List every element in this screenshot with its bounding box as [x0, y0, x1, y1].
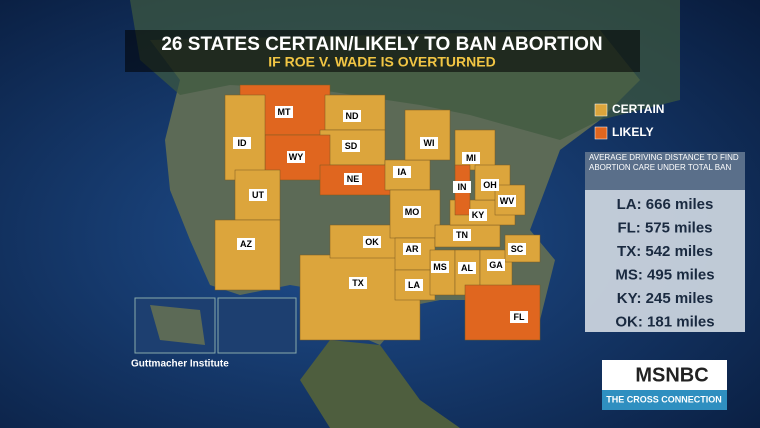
state-label: ND: [346, 111, 359, 121]
logo-network: MSNBC: [635, 364, 708, 386]
logo-show: THE CROSS CONNECTION: [606, 394, 722, 404]
state-label: AR: [406, 244, 419, 254]
state-label: FL: [514, 312, 525, 322]
legend-swatch: [594, 103, 608, 117]
state-label: NE: [347, 174, 360, 184]
state-label-box: [344, 173, 362, 185]
state-label: KY: [472, 210, 485, 220]
state-label-box: [487, 259, 505, 271]
state: [214, 219, 281, 291]
state-label: IN: [458, 182, 467, 192]
state-label-box: [249, 189, 267, 201]
legend-swatch: [594, 126, 608, 140]
alaska: [150, 305, 205, 345]
state-label-box: [343, 110, 361, 122]
state-label: WI: [424, 138, 435, 148]
distance-title: AVERAGE DRIVING DISTANCE TO FIND ABORTIO…: [589, 153, 739, 172]
state-label: MS: [433, 262, 447, 272]
distance-row: TX: 542 miles: [617, 243, 713, 260]
state-label: AZ: [240, 239, 252, 249]
state-label: WV: [500, 196, 515, 206]
state: [464, 284, 541, 341]
mexico: [300, 340, 460, 428]
state-label: MO: [405, 207, 420, 217]
state-label-box: [363, 236, 381, 248]
state-label: GA: [489, 260, 503, 270]
state: [404, 109, 451, 161]
state-label-box: [393, 166, 411, 178]
state-label-box: [462, 152, 480, 164]
source: Guttmacher Institute: [131, 359, 229, 370]
state-label: MT: [278, 107, 291, 117]
state-label-box: [287, 151, 305, 163]
title: 26 STATES CERTAIN/LIKELY TO BAN ABORTION: [161, 34, 602, 55]
logo-box: [602, 360, 727, 390]
distance-rows: LA: 666 miles FL: 575 miles TX: 542 miles M…: [615, 196, 714, 331]
distance-row: KY: 245 miles: [617, 290, 713, 307]
legend: CERTAIN LIKELY: [594, 102, 664, 140]
state-label: OH: [483, 180, 497, 190]
legend-label: CERTAIN: [612, 102, 664, 116]
distance-row: MS: 495 miles: [615, 266, 714, 283]
distance-row: OK: 181 miles: [615, 313, 714, 330]
state-label-box: [420, 137, 438, 149]
distance-row: LA: 666 miles: [617, 196, 714, 213]
states: MT ND SD WY ID UT AZ TX OK NE IA MO AR LA MS AL GA SC TN KY…: [214, 84, 541, 341]
subtitle: IF ROE V. WADE IS OVERTURNED: [268, 54, 495, 70]
state-label-box: [510, 311, 528, 323]
state-label: TN: [456, 230, 468, 240]
state-label-box: [342, 140, 360, 152]
state-label-box: [349, 277, 367, 289]
distance-title-box: AVERAGE DRIVING DISTANCE TO FIND ABORTIO…: [589, 153, 739, 172]
state-label: ID: [238, 138, 248, 148]
legend-label: LIKELY: [612, 125, 654, 139]
state-label-box: [498, 195, 516, 207]
state-label-box: [508, 243, 526, 255]
state-label: WY: [289, 152, 304, 162]
state-label: AL: [461, 263, 473, 273]
state-label-box: [481, 179, 499, 191]
state-label-box: [403, 243, 421, 255]
title-bar: [125, 30, 640, 72]
state-label: OK: [365, 237, 379, 247]
state-label: IA: [398, 167, 408, 177]
state-label-box: [431, 261, 449, 273]
state-label-box: [403, 206, 421, 218]
state-label: MI: [466, 153, 476, 163]
distance-row: FL: 575 miles: [617, 219, 712, 236]
show-box: [602, 390, 727, 410]
state-label-box: [458, 262, 476, 274]
state-label-box: [453, 229, 471, 241]
state-label-box: [237, 238, 255, 250]
distance-panel-header: [585, 152, 745, 190]
state-label-box: [469, 209, 487, 221]
hawaii-inset: [217, 297, 297, 354]
state-label: SD: [345, 141, 358, 151]
state-label: TX: [352, 278, 364, 288]
state-label: UT: [252, 190, 264, 200]
state-label: LA: [408, 280, 420, 290]
state-label-box: [233, 137, 251, 149]
state-label-box: [453, 181, 471, 193]
state-label: SC: [511, 244, 524, 254]
state-label-box: [405, 279, 423, 291]
state-label-box: [275, 106, 293, 118]
